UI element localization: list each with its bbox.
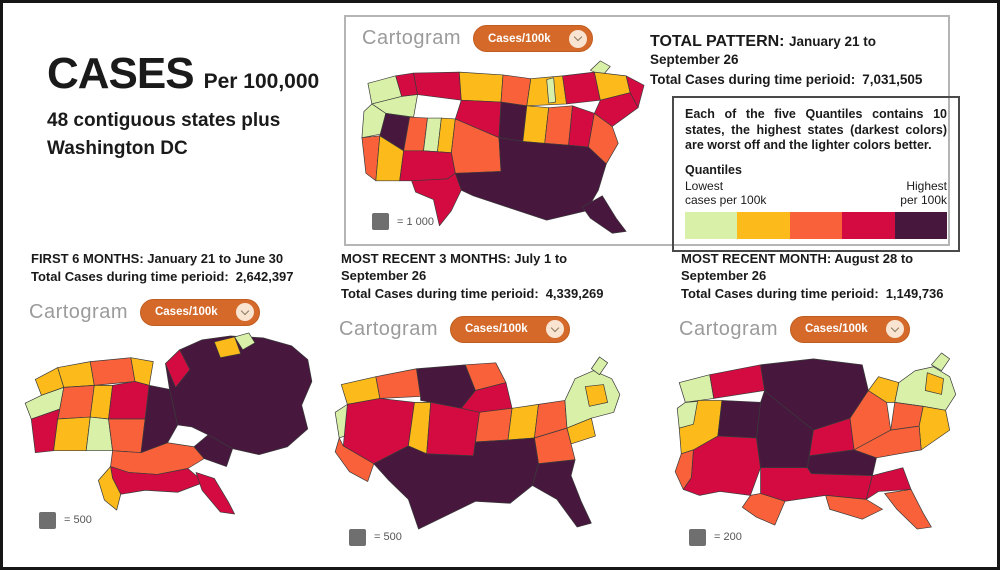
section-dates: August 28 to September 26	[681, 251, 914, 283]
legend-swatch-q4	[842, 211, 895, 239]
section-heading: FIRST 6 MONTHS:	[31, 251, 144, 266]
cartogram-map-recent3	[334, 356, 621, 530]
section-first-6-months: FIRST 6 MONTHS: January 21 to June 30 To…	[15, 251, 325, 557]
scale-label: = 500	[64, 514, 92, 527]
cartogram-map-recent1	[674, 352, 957, 530]
metric-dropdown-value: Cases/100k	[804, 323, 868, 336]
scale-label: = 200	[714, 531, 742, 544]
section-heading: MOST RECENT MONTH:	[681, 251, 832, 266]
metric-dropdown-value: Cases/100k	[487, 32, 551, 45]
total-pattern-heading: TOTAL PATTERN:	[650, 33, 785, 50]
cartogram-control-first6: Cartogram Cases/100k	[29, 298, 325, 326]
metric-dropdown[interactable]: Cases/100k	[449, 315, 570, 343]
section-recent-3-months: MOST RECENT 3 MONTHS: July 1 to Septembe…	[325, 251, 635, 557]
scale-label: = 1 000	[397, 215, 435, 228]
legend-high-label: Highest per 100k	[900, 178, 947, 208]
cartogram-label: Cartogram	[29, 300, 128, 323]
quantile-legend: Each of the five Quantiles contains 10 s…	[672, 96, 960, 252]
metric-dropdown[interactable]: Cases/100k	[789, 315, 910, 343]
scale-label: = 500	[374, 531, 402, 544]
legend-swatch-q5	[894, 211, 948, 239]
cartogram-label: Cartogram	[679, 317, 778, 340]
total-pattern-dates: January 21 to September 26	[650, 34, 877, 67]
legend-swatch-q2	[737, 211, 790, 239]
legend-swatch-q1	[685, 211, 738, 239]
legend-title: Quantiles	[685, 162, 742, 177]
section-total-value: 1,149,736	[885, 285, 944, 301]
total-cases-label: Total Cases during time perioid:	[650, 72, 856, 87]
metric-dropdown[interactable]: Cases/100k	[139, 298, 260, 326]
total-pattern-panel: Cartogram Cases/100k = 1 000 TOTAL PATTE…	[344, 15, 960, 252]
metric-dropdown[interactable]: Cases/100k	[472, 25, 593, 52]
metric-dropdown-value: Cases/100k	[464, 323, 528, 336]
chevron-down-icon[interactable]	[235, 303, 254, 322]
chevron-down-icon[interactable]	[885, 320, 904, 339]
page-title-block: CASES Per 100,000 48 contiguous states p…	[47, 49, 337, 162]
scale-indicator-recent1: = 200	[689, 528, 975, 546]
legend-color-strip	[685, 211, 948, 239]
page-title: CASES	[47, 49, 195, 98]
chevron-down-icon[interactable]	[545, 320, 564, 339]
scale-indicator-recent3: = 500	[349, 528, 635, 546]
legend-description: Each of the five Quantiles contains 10 s…	[685, 107, 947, 153]
section-total-value: 2,642,397	[235, 268, 294, 284]
cartogram-map-total	[361, 60, 645, 234]
cartogram-map-first6	[24, 332, 313, 515]
total-cases-value: 7,031,505	[862, 72, 923, 87]
legend-low-label: Lowest cases per 100k	[685, 178, 767, 208]
section-total-label: Total Cases during time perioid:	[31, 268, 229, 284]
section-total-label: Total Cases during time perioid:	[681, 285, 879, 301]
legend-swatch-q3	[789, 211, 843, 239]
subtitle-line-1: 48 contiguous states plus	[47, 110, 281, 131]
scale-square-icon	[39, 511, 56, 529]
section-total-label: Total Cases during time perioid:	[341, 285, 539, 301]
scale-square-icon	[349, 528, 366, 546]
scale-indicator-first6: = 500	[39, 511, 325, 529]
page-title-suffix: Per 100,000	[203, 70, 320, 93]
section-recent-month: MOST RECENT MONTH: August 28 to Septembe…	[665, 251, 975, 557]
section-dates: July 1 to September 26	[341, 251, 568, 283]
cartogram-label: Cartogram	[362, 27, 461, 49]
chevron-down-icon[interactable]	[568, 29, 587, 48]
cartogram-control-total: Cartogram Cases/100k	[362, 25, 593, 52]
cartogram-control-recent3: Cartogram Cases/100k	[339, 315, 635, 343]
cartogram-control-recent1: Cartogram Cases/100k	[679, 315, 975, 343]
total-pattern-info: TOTAL PATTERN: January 21 to September 2…	[650, 33, 960, 252]
cartogram-label: Cartogram	[339, 317, 438, 340]
subtitle-line-2: Washington DC	[47, 137, 188, 159]
metric-dropdown-value: Cases/100k	[154, 306, 218, 319]
scale-square-icon	[689, 528, 706, 546]
scale-indicator-total: = 1 000	[372, 213, 434, 230]
section-dates: January 21 to June 30	[147, 251, 284, 266]
scale-square-icon	[372, 213, 389, 230]
section-heading: MOST RECENT 3 MONTHS:	[341, 251, 511, 266]
section-total-value: 4,339,269	[545, 285, 604, 301]
